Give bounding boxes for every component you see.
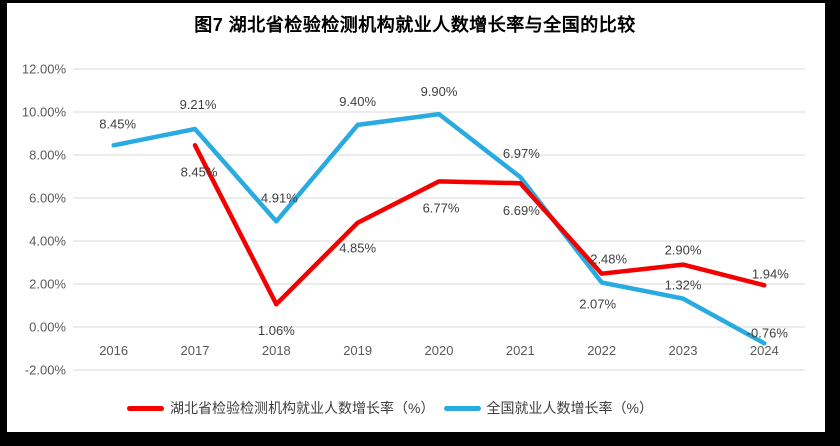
y-tick-label: 4.00% (29, 234, 66, 249)
x-axis-label: 2016 (99, 343, 128, 358)
frame-border-top (0, 0, 840, 3)
data-label-national: -0.76% (747, 325, 789, 340)
data-label-national: 9.90% (421, 84, 458, 99)
y-tick-label: 12.00% (22, 62, 67, 77)
data-label-hubei: 6.69% (503, 203, 540, 218)
x-axis-label: 2020 (425, 343, 454, 358)
data-label-national: 8.45% (99, 116, 136, 131)
legend-label-national: 全国就业人数增长率（%） (486, 400, 653, 416)
y-tick-label: 6.00% (29, 191, 66, 206)
data-label-hubei: 2.48% (590, 252, 627, 267)
y-tick-label: 2.00% (29, 277, 66, 292)
y-tick-label: 10.00% (22, 105, 67, 120)
series-line-national (111, 111, 767, 346)
data-label-hubei: 8.45% (181, 164, 218, 179)
data-label-hubei: 6.77% (423, 200, 460, 215)
legend-label-hubei: 湖北省检验检测机构就业人数增长率（%） (170, 400, 435, 416)
x-axis-label: 2021 (506, 343, 535, 358)
chart-legend: 湖北省检验检测机构就业人数增长率（%） 全国就业人数增长率（%） (0, 397, 780, 419)
y-tick-label: -2.00% (25, 363, 67, 378)
y-tick-label: 8.00% (29, 148, 66, 163)
data-label-national: 6.97% (503, 146, 540, 161)
data-label-national: 9.40% (339, 94, 376, 109)
data-label-hubei: 1.06% (258, 323, 295, 338)
x-axis-label: 2017 (181, 343, 210, 358)
legend-line-swatch-blue (443, 405, 481, 411)
x-axis-label: 2024 (750, 343, 779, 358)
legend-line-swatch-red (127, 405, 165, 411)
data-label-national: 1.32% (665, 278, 702, 293)
x-axis-label: 2022 (587, 343, 616, 358)
data-label-hubei: 1.94% (752, 266, 789, 281)
frame-border-left (0, 0, 7, 446)
data-label-national: 9.21% (180, 97, 217, 112)
frame-border-right (825, 0, 840, 446)
x-axis-label: 2019 (343, 343, 372, 358)
data-label-national: 4.91% (261, 190, 298, 205)
y-tick-label: 0.00% (29, 320, 66, 335)
x-axis-label: 2018 (262, 343, 291, 358)
frame-border-bottom (0, 432, 840, 446)
data-label-national: 2.07% (579, 296, 616, 311)
legend-item-national: 全国就业人数增长率（%） (443, 398, 653, 418)
x-axis-label: 2023 (669, 343, 698, 358)
chart-title: 图7 湖北省检验检测机构就业人数增长率与全国的比较 (194, 15, 636, 35)
legend-item-hubei: 湖北省检验检测机构就业人数增长率（%） (127, 398, 435, 418)
data-label-hubei: 2.90% (665, 243, 702, 258)
series-line-hubei (192, 143, 767, 307)
data-label-hubei: 4.85% (339, 241, 376, 256)
